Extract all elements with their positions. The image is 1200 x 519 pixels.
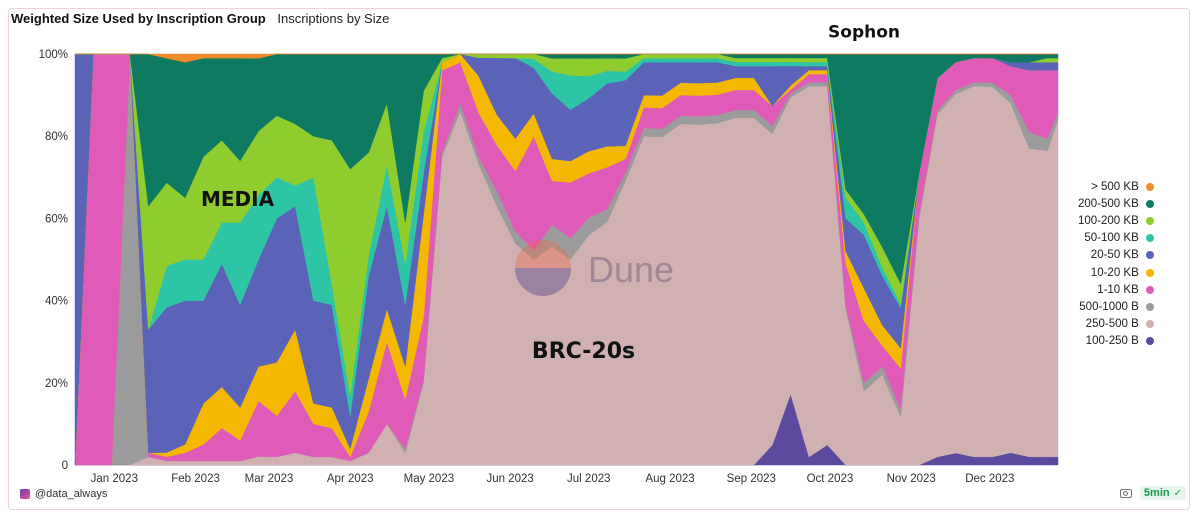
legend-swatch	[1145, 234, 1154, 243]
author-credit[interactable]: @data_always	[20, 488, 107, 500]
legend-label: 50-100 KB	[1084, 232, 1139, 245]
annotation-sophon: Sophon	[828, 23, 900, 43]
chart-legend: > 500 KB 200-500 KB 100-200 KB 50-100 KB 20-…	[1078, 178, 1154, 350]
annotation-brc-20s: BRC-20s	[532, 339, 635, 364]
legend-item[interactable]: > 500 KB	[1078, 178, 1154, 195]
x-tick-label: Jun 2023	[486, 473, 533, 485]
legend-swatch	[1145, 216, 1154, 225]
legend-item[interactable]: 1-10 KB	[1078, 281, 1154, 298]
y-tick-label: 100%	[39, 49, 68, 61]
refresh-interval: 5min	[1143, 487, 1170, 499]
legend-item[interactable]: 10-20 KB	[1078, 264, 1154, 281]
legend-label: 10-20 KB	[1090, 266, 1139, 279]
refresh-badge[interactable]: 5min ✓	[1139, 486, 1186, 500]
area-series--500-kb	[74, 53, 1059, 63]
y-tick-label: 60%	[45, 213, 68, 225]
x-tick-label: Aug 2023	[645, 473, 694, 485]
legend-swatch	[1145, 285, 1154, 294]
x-tick-label: Dec 2023	[965, 473, 1014, 485]
dune-watermark: Dune	[515, 240, 674, 296]
x-tick-label: Nov 2023	[887, 473, 936, 485]
legend-label: 500-1000 B	[1079, 300, 1139, 313]
y-tick-label: 0	[62, 460, 68, 472]
camera-icon[interactable]	[1119, 488, 1132, 498]
annotation-media: MEDIA	[201, 187, 275, 211]
x-tick-label: Jul 2023	[567, 473, 610, 485]
chart-header: Weighted Size Used by Inscription Group …	[11, 11, 389, 26]
legend-label: 100-250 B	[1085, 335, 1139, 348]
area-layers	[74, 53, 1059, 466]
x-tick-label: May 2023	[404, 473, 455, 485]
legend-swatch	[1145, 182, 1154, 191]
dune-watermark-text: Dune	[588, 249, 674, 290]
x-tick-label: Sep 2023	[727, 473, 776, 485]
legend-swatch	[1145, 268, 1154, 277]
dune-logo-half	[515, 268, 571, 296]
y-tick-label: 80%	[45, 131, 68, 143]
legend-item[interactable]: 50-100 KB	[1078, 230, 1154, 247]
author-handle: @data_always	[35, 488, 108, 500]
legend-label: 20-50 KB	[1090, 249, 1139, 262]
legend-swatch	[1145, 302, 1154, 311]
footer-actions: 5min ✓	[1119, 486, 1186, 500]
chart-subtitle-tab[interactable]: Inscriptions by Size	[277, 11, 390, 26]
legend-item[interactable]: 20-50 KB	[1078, 247, 1154, 264]
y-tick-label: 20%	[45, 378, 68, 390]
dune-logo-icon	[515, 240, 571, 296]
legend-item[interactable]: 200-500 KB	[1078, 195, 1154, 212]
x-tick-label: Feb 2023	[171, 473, 220, 485]
x-tick-label: Jan 2023	[91, 473, 138, 485]
legend-swatch	[1145, 199, 1154, 208]
legend-label: > 500 KB	[1091, 180, 1139, 193]
legend-swatch	[1145, 320, 1154, 329]
x-tick-label: Mar 2023	[245, 473, 294, 485]
legend-label: 1-10 KB	[1097, 283, 1139, 296]
legend-item[interactable]: 500-1000 B	[1078, 298, 1154, 315]
author-avatar-icon	[20, 489, 30, 499]
y-tick-label: 40%	[45, 296, 68, 308]
x-tick-label: Apr 2023	[327, 473, 374, 485]
check-circle-icon: ✓	[1173, 487, 1182, 499]
legend-label: 250-500 B	[1085, 318, 1139, 331]
chart-title: Weighted Size Used by Inscription Group	[11, 11, 266, 26]
x-tick-label: Oct 2023	[807, 473, 854, 485]
legend-swatch	[1145, 337, 1154, 346]
legend-item[interactable]: 250-500 B	[1078, 316, 1154, 333]
legend-label: 100-200 KB	[1078, 214, 1139, 227]
legend-label: 200-500 KB	[1078, 197, 1139, 210]
legend-item[interactable]: 100-200 KB	[1078, 212, 1154, 229]
legend-swatch	[1145, 251, 1154, 260]
legend-item[interactable]: 100-250 B	[1078, 333, 1154, 350]
